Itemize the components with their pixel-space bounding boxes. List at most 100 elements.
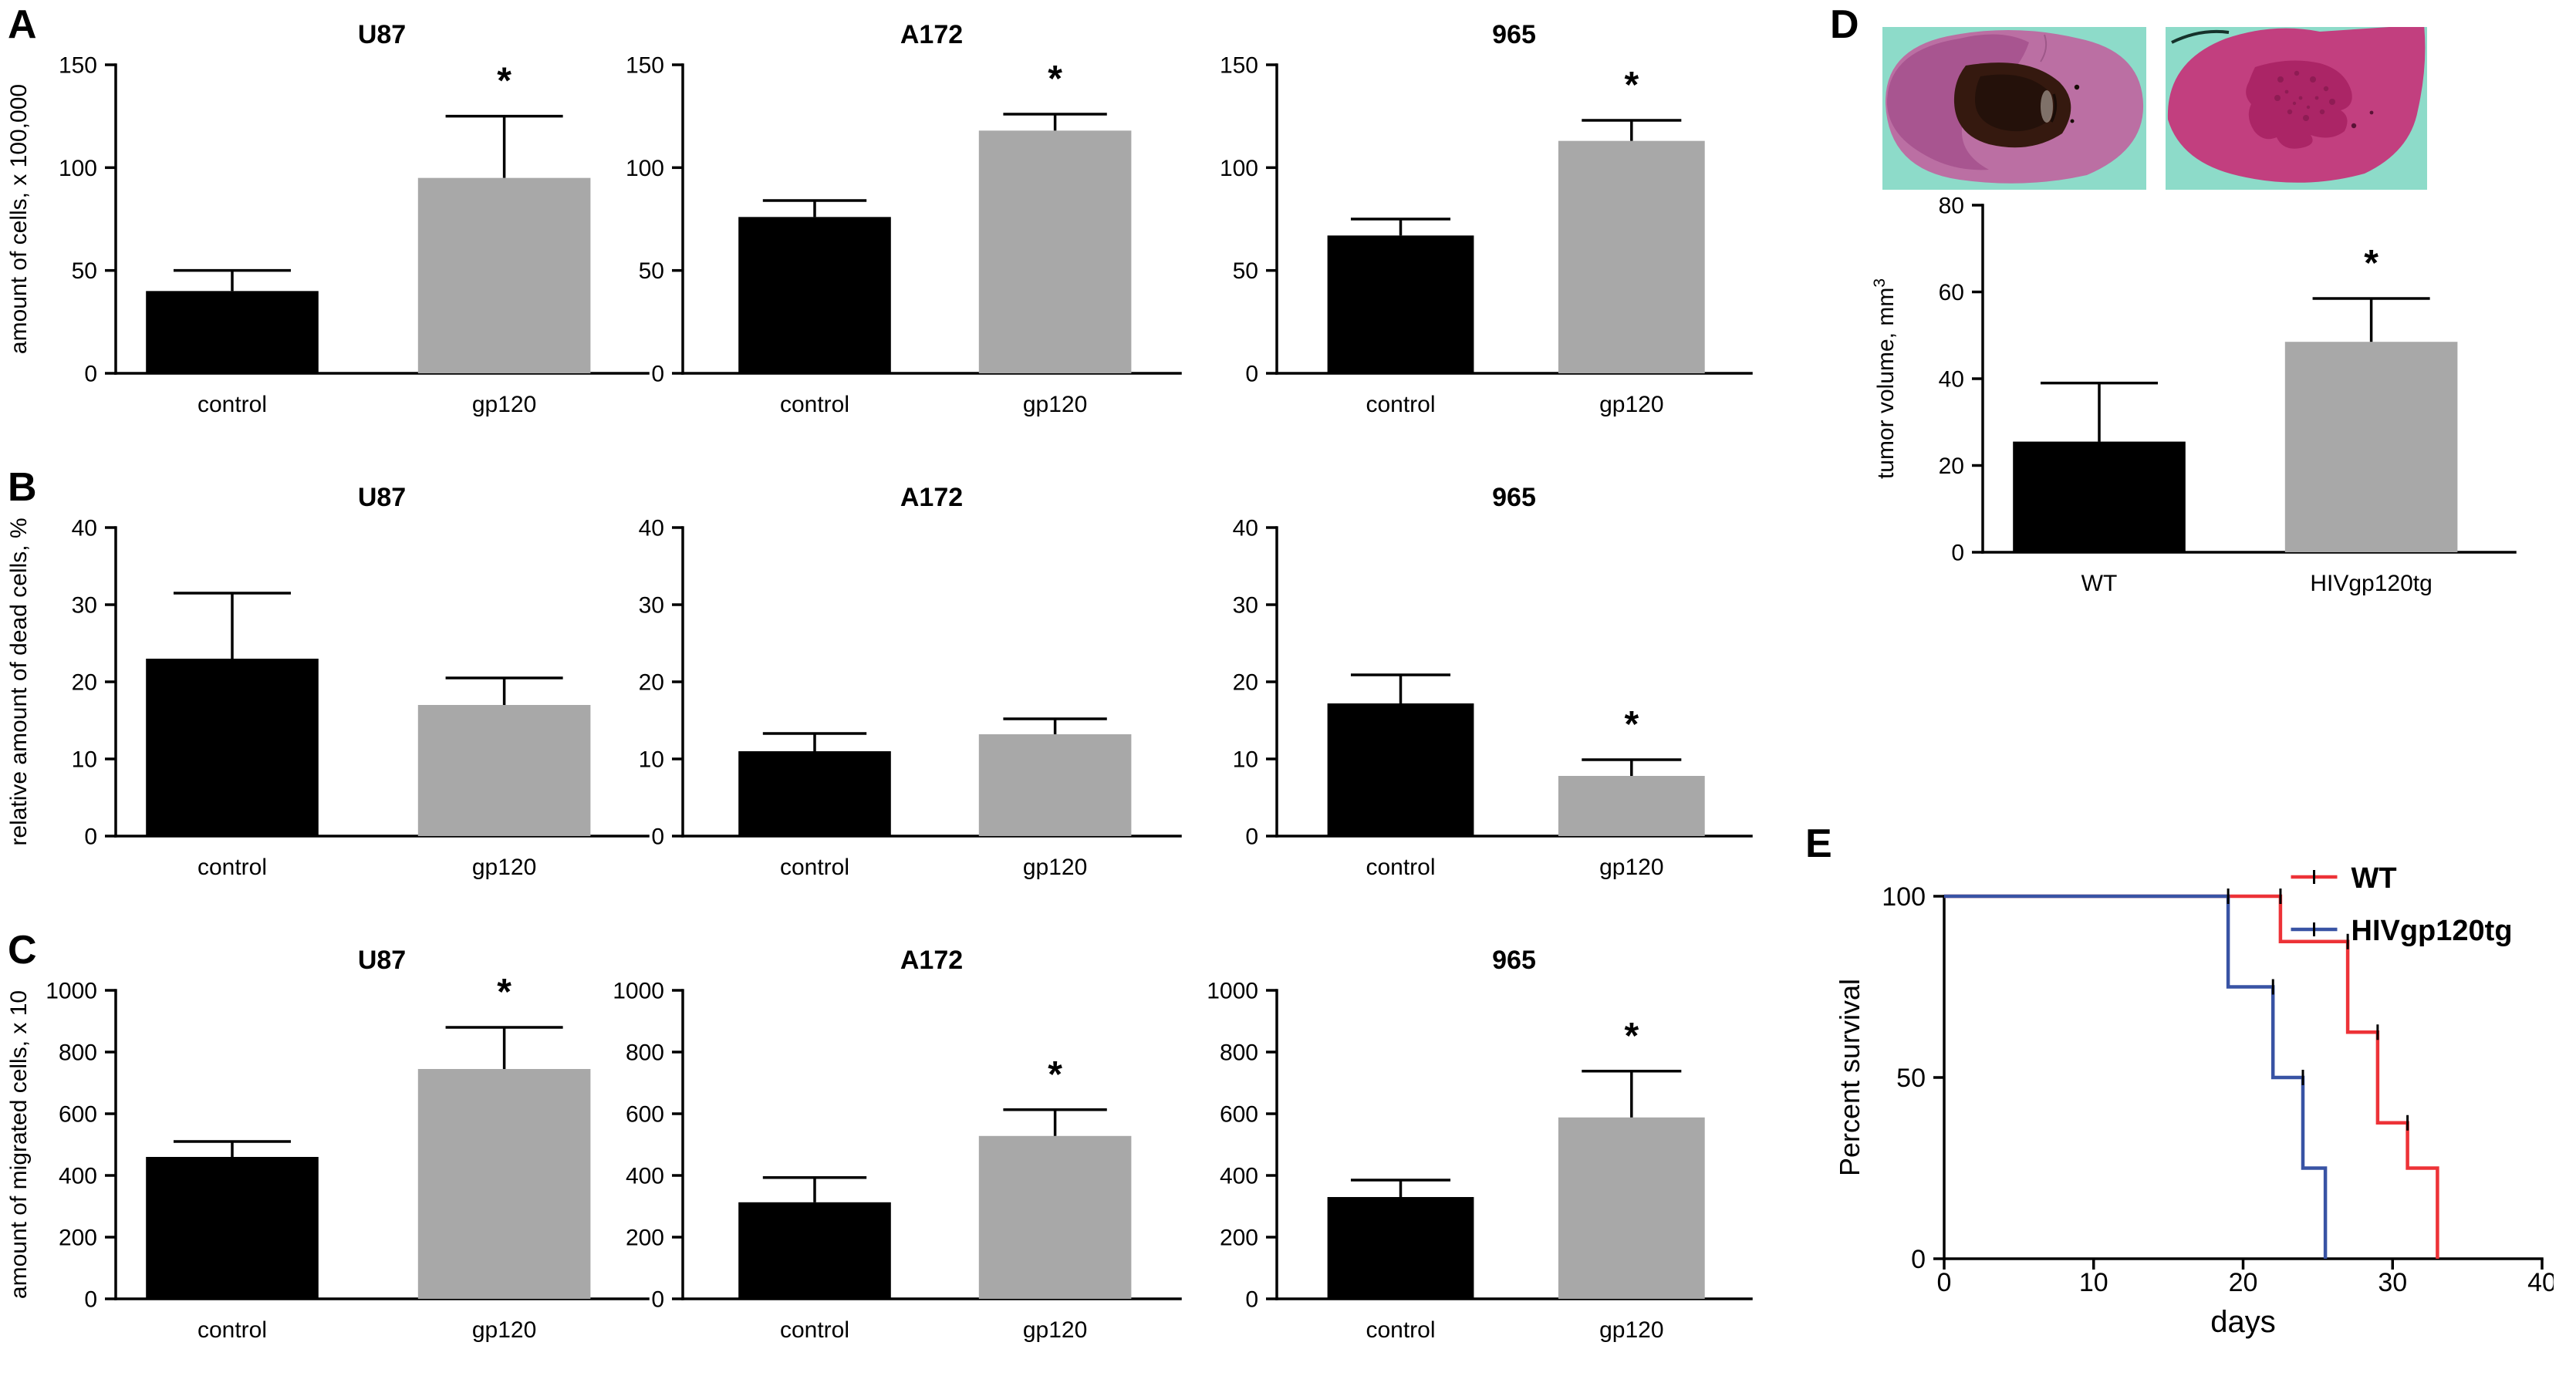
- svg-text:50: 50: [72, 258, 97, 284]
- svg-text:965: 965: [1492, 20, 1536, 49]
- svg-text:20: 20: [72, 670, 97, 696]
- svg-text:0: 0: [651, 362, 664, 387]
- svg-text:965: 965: [1492, 483, 1536, 512]
- svg-text:1000: 1000: [613, 979, 664, 1004]
- svg-text:100: 100: [59, 156, 97, 181]
- svg-text:control: control: [198, 855, 267, 880]
- svg-text:600: 600: [626, 1102, 664, 1128]
- svg-text:100: 100: [626, 156, 664, 181]
- svg-text:control: control: [1366, 392, 1435, 417]
- svg-text:150: 150: [1220, 53, 1258, 79]
- svg-text:days: days: [2210, 1305, 2276, 1339]
- svg-text:0: 0: [84, 1287, 97, 1313]
- svg-text:0: 0: [1937, 1268, 1952, 1297]
- svg-text:amount of cells, x 100,000: amount of cells, x 100,000: [6, 84, 32, 354]
- svg-text:0: 0: [1245, 1287, 1258, 1313]
- svg-text:40: 40: [2527, 1268, 2554, 1297]
- svg-text:40: 40: [72, 516, 97, 541]
- svg-text:0: 0: [84, 825, 97, 850]
- svg-text:600: 600: [59, 1102, 97, 1128]
- svg-text:control: control: [780, 855, 849, 880]
- svg-text:amount of migrated cells, x 10: amount of migrated cells, x 10: [6, 990, 32, 1299]
- svg-text:0: 0: [1951, 541, 1964, 566]
- svg-text:A172: A172: [900, 20, 963, 49]
- svg-text:30: 30: [639, 593, 664, 619]
- svg-text:20: 20: [639, 670, 664, 696]
- svg-text:*: *: [1624, 1016, 1639, 1057]
- svg-text:0: 0: [651, 825, 664, 850]
- svg-text:150: 150: [59, 53, 97, 79]
- svg-text:1000: 1000: [1207, 979, 1258, 1004]
- svg-text:10: 10: [1233, 747, 1258, 773]
- svg-text:*: *: [1624, 704, 1639, 745]
- svg-text:gp120: gp120: [1599, 1317, 1663, 1343]
- svg-text:30: 30: [1233, 593, 1258, 619]
- svg-text:50: 50: [1233, 258, 1258, 284]
- svg-text:200: 200: [1220, 1226, 1258, 1251]
- svg-text:gp120: gp120: [472, 855, 536, 880]
- svg-text:400: 400: [1220, 1164, 1258, 1189]
- svg-text:control: control: [780, 1317, 849, 1343]
- svg-text:gp120: gp120: [1023, 855, 1087, 880]
- svg-text:A172: A172: [900, 946, 963, 975]
- svg-text:gp120: gp120: [1599, 392, 1663, 417]
- svg-text:20: 20: [2229, 1268, 2258, 1297]
- svg-text:relative amount of dead cells,: relative amount of dead cells, %: [6, 518, 32, 845]
- svg-text:*: *: [1048, 59, 1062, 99]
- svg-text:gp120: gp120: [1023, 1317, 1087, 1343]
- svg-text:0: 0: [84, 362, 97, 387]
- svg-text:*: *: [1624, 65, 1639, 106]
- svg-text:*: *: [1048, 1054, 1062, 1095]
- svg-text:40: 40: [639, 516, 664, 541]
- svg-text:150: 150: [626, 53, 664, 79]
- svg-text:400: 400: [59, 1164, 97, 1189]
- svg-text:control: control: [198, 1317, 267, 1343]
- svg-text:965: 965: [1492, 946, 1536, 975]
- svg-text:0: 0: [1245, 825, 1258, 850]
- svg-text:100: 100: [1220, 156, 1258, 181]
- svg-text:U87: U87: [358, 20, 406, 49]
- svg-text:WT: WT: [2081, 571, 2118, 596]
- svg-text:1000: 1000: [46, 979, 97, 1004]
- svg-text:80: 80: [1939, 194, 1964, 219]
- svg-text:HIVgp120tg: HIVgp120tg: [2351, 915, 2513, 947]
- svg-text:10: 10: [72, 747, 97, 773]
- svg-text:50: 50: [639, 258, 664, 284]
- svg-text:200: 200: [59, 1226, 97, 1251]
- svg-text:gp120: gp120: [1023, 392, 1087, 417]
- svg-text:gp120: gp120: [472, 1317, 536, 1343]
- svg-text:200: 200: [626, 1226, 664, 1251]
- svg-text:*: *: [2364, 243, 2378, 284]
- svg-text:*: *: [497, 61, 511, 102]
- svg-text:30: 30: [72, 593, 97, 619]
- svg-text:gp120: gp120: [472, 392, 536, 417]
- svg-text:800: 800: [59, 1040, 97, 1066]
- svg-text:A172: A172: [900, 483, 963, 512]
- svg-text:30: 30: [2378, 1268, 2407, 1297]
- svg-text:10: 10: [639, 747, 664, 773]
- svg-text:40: 40: [1233, 516, 1258, 541]
- svg-text:tumor volume, mm3: tumor volume, mm3: [1871, 278, 1899, 479]
- svg-text:*: *: [497, 972, 511, 1013]
- svg-text:20: 20: [1939, 454, 1964, 479]
- svg-text:0: 0: [1245, 362, 1258, 387]
- svg-text:control: control: [198, 392, 267, 417]
- svg-text:10: 10: [2079, 1268, 2108, 1297]
- svg-text:Percent survival: Percent survival: [1834, 979, 1865, 1176]
- svg-text:WT: WT: [2351, 862, 2397, 895]
- svg-text:control: control: [1366, 1317, 1435, 1343]
- svg-text:20: 20: [1233, 670, 1258, 696]
- svg-text:control: control: [780, 392, 849, 417]
- svg-text:HIVgp120tg: HIVgp120tg: [2310, 571, 2432, 596]
- svg-text:U87: U87: [358, 483, 406, 512]
- svg-text:gp120: gp120: [1599, 855, 1663, 880]
- svg-text:U87: U87: [358, 946, 406, 975]
- svg-text:50: 50: [1896, 1064, 1926, 1093]
- svg-text:0: 0: [1911, 1245, 1926, 1274]
- svg-text:40: 40: [1939, 367, 1964, 393]
- svg-text:60: 60: [1939, 280, 1964, 305]
- svg-text:100: 100: [1882, 882, 1926, 912]
- svg-text:800: 800: [626, 1040, 664, 1066]
- svg-text:0: 0: [651, 1287, 664, 1313]
- svg-text:600: 600: [1220, 1102, 1258, 1128]
